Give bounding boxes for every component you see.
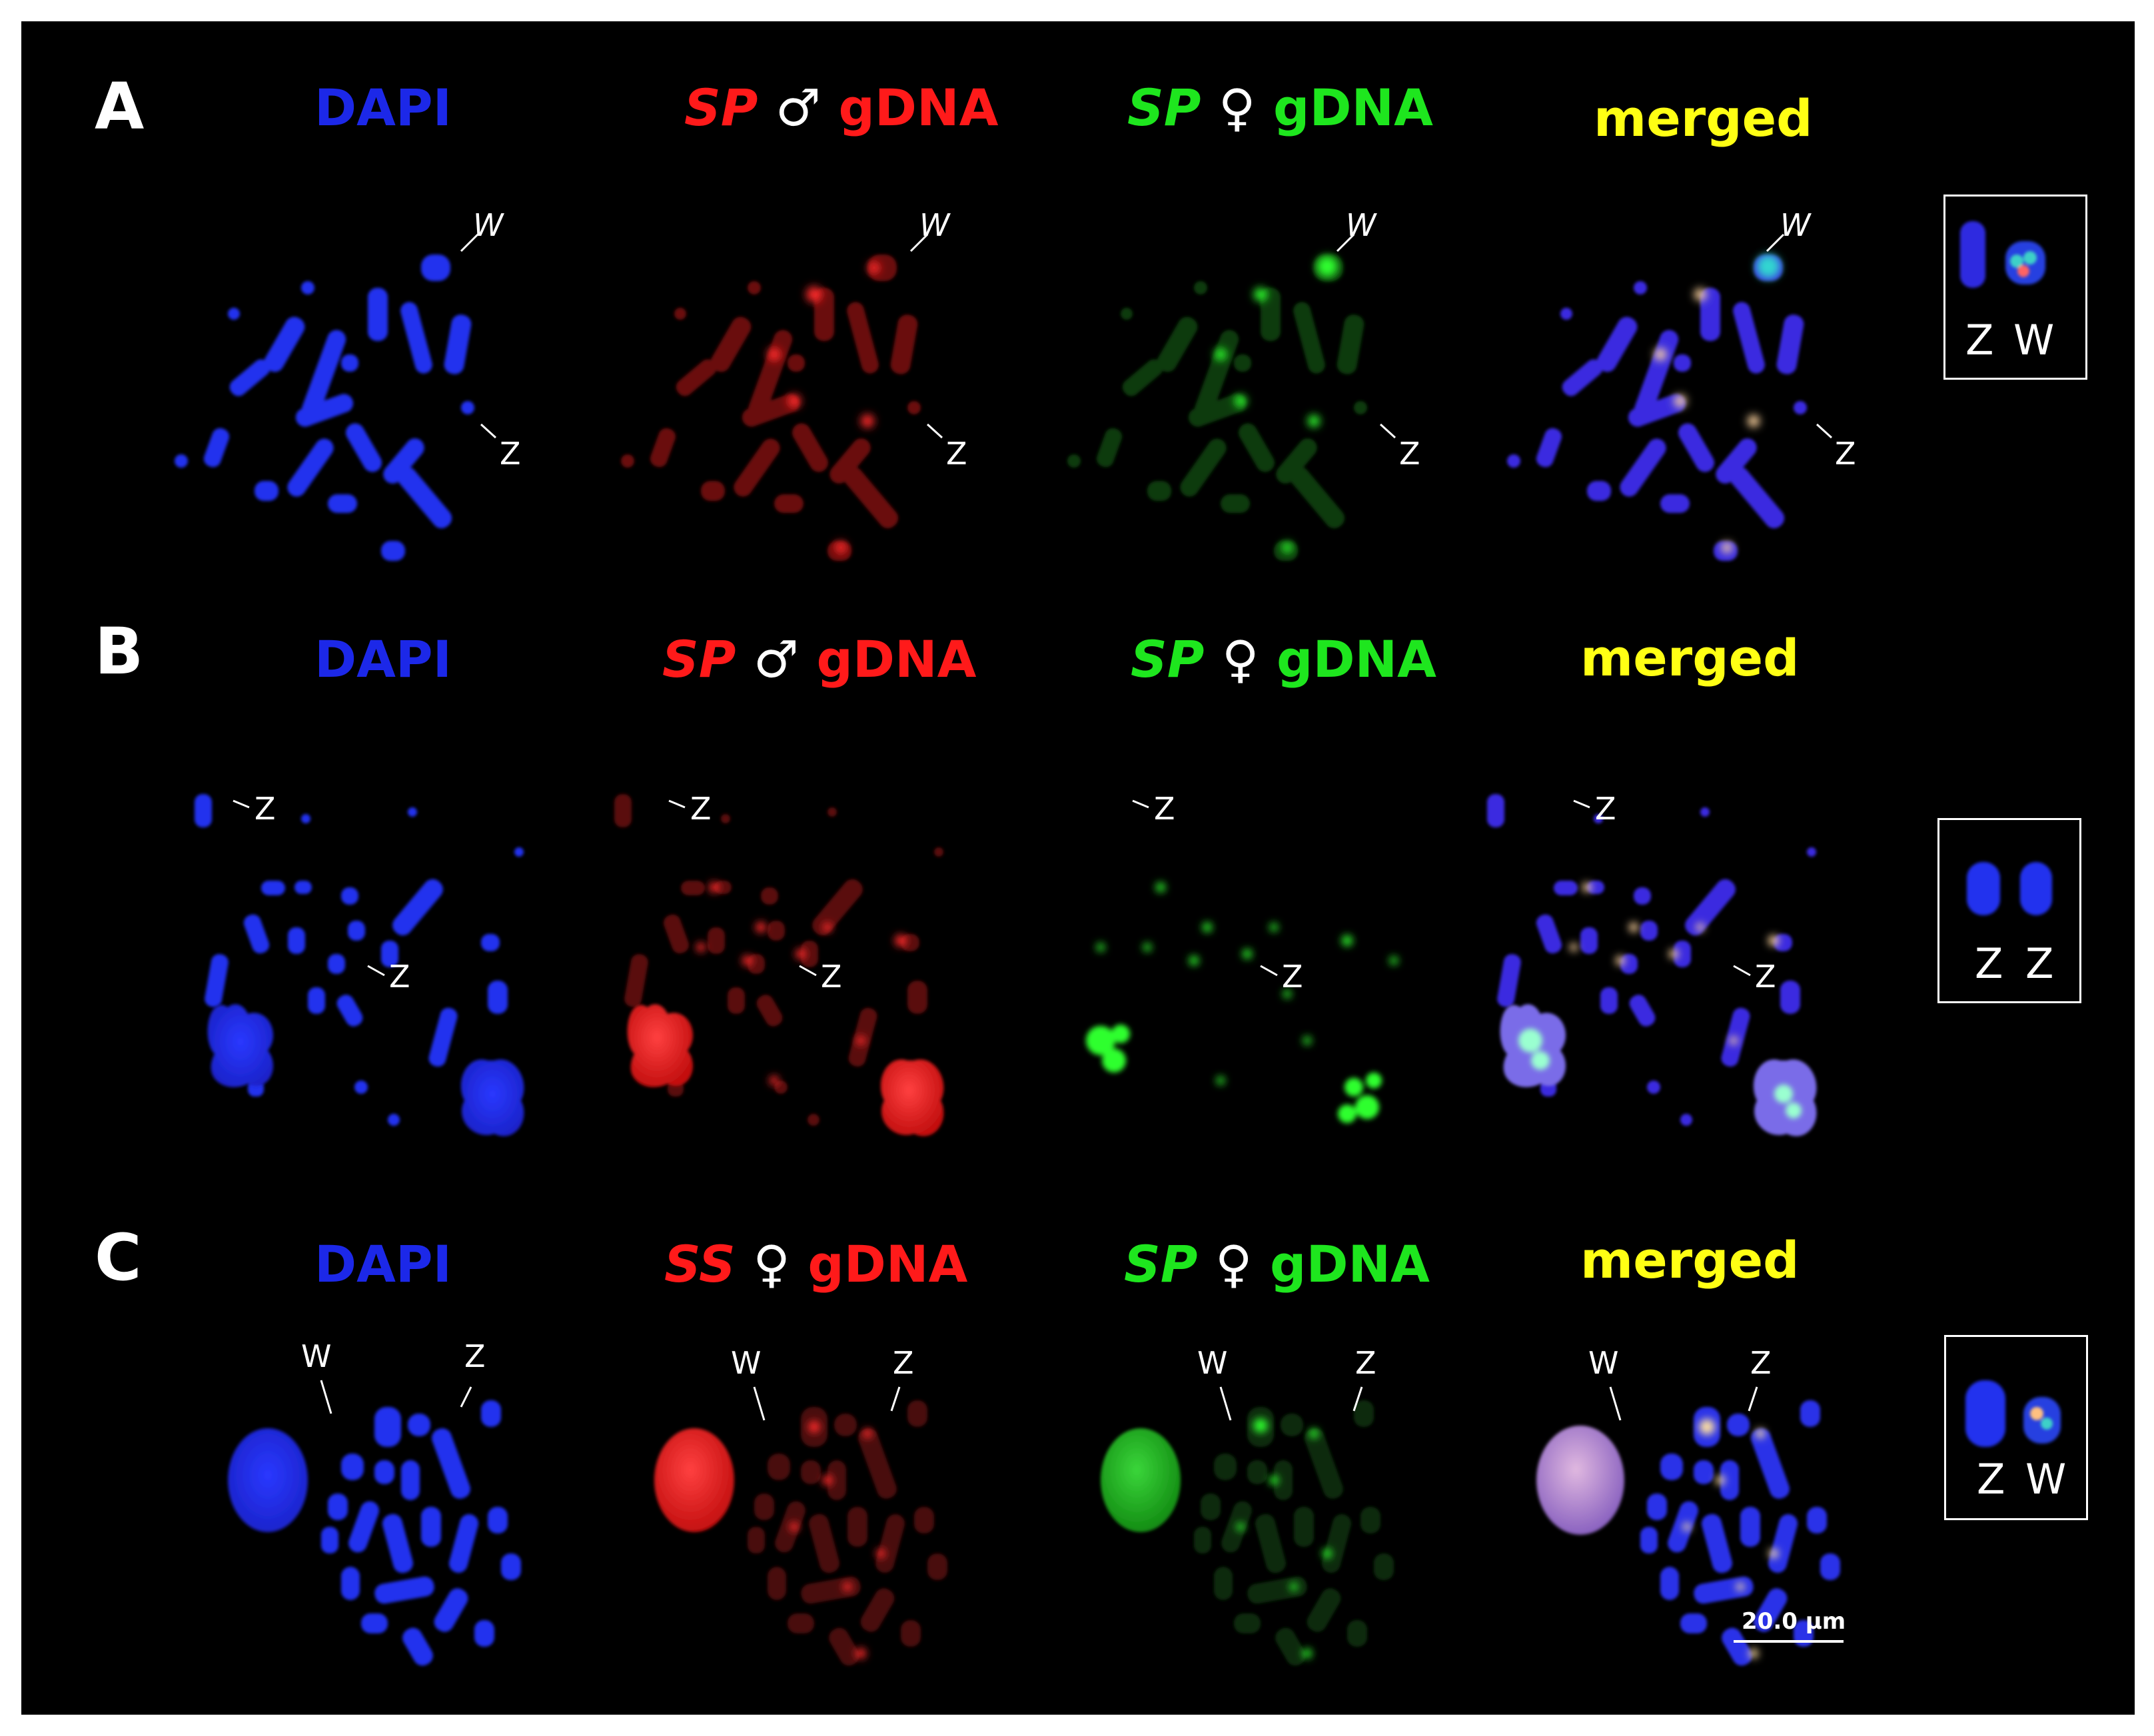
probe2-species: SP: [1127, 78, 1201, 137]
panel-b-merged-header: merged: [1580, 628, 1800, 687]
probe1-gdna: gDNA: [808, 1234, 968, 1294]
inset-c: [1944, 1335, 2088, 1520]
panel-a-dapi-header: DAPI: [314, 78, 452, 137]
svg-text:Z: Z: [1154, 791, 1175, 827]
probe2-gdna: gDNA: [1277, 630, 1436, 689]
panel-b-merged-image: [1487, 794, 1817, 1136]
panel-a-probe1-header: SP ♂ gDNA: [684, 83, 998, 133]
panel-b-green-image: [1086, 883, 1398, 1123]
svg-text:W: W: [1197, 1345, 1227, 1381]
svg-text:W: W: [473, 207, 504, 243]
probe2-species: SP: [1124, 1234, 1198, 1294]
panel-c-probe1-header: SS ♀ gDNA: [664, 1239, 967, 1290]
panel-a-chrom-letters: W Z W Z W Z W Z: [473, 207, 1856, 472]
panel-c-dapi-header: DAPI: [314, 1234, 452, 1294]
probe2-gdna: gDNA: [1270, 1234, 1430, 1294]
svg-text:W: W: [1780, 207, 1812, 243]
panel-b-labels: [233, 799, 1751, 977]
svg-text:Z: Z: [1399, 436, 1420, 472]
male-symbol: ♂: [775, 78, 821, 137]
svg-text:Z: Z: [893, 1345, 914, 1381]
panel-b-probe2-header: SP ♀ gDNA: [1131, 634, 1436, 685]
panel-a-probe2-header: SP ♀ gDNA: [1127, 83, 1433, 133]
female-symbol: ♀: [1221, 630, 1259, 689]
svg-text:Z: Z: [1355, 1345, 1376, 1381]
svg-text:Z: Z: [821, 959, 842, 995]
panel-b-letter: B: [95, 614, 144, 689]
svg-text:Z: Z: [389, 959, 410, 995]
inset-c-label-right: W: [2025, 1455, 2067, 1504]
panel-a-green-image: [1067, 254, 1367, 561]
panel-c-green-image: [1101, 1400, 1394, 1669]
panel-c-merged-header: merged: [1580, 1230, 1800, 1290]
panel-c-letter: C: [95, 1220, 142, 1295]
svg-text:Z: Z: [690, 791, 712, 827]
panel-b-dapi-image: [195, 794, 524, 1136]
panel-a-red-image: [621, 254, 921, 561]
inset-a-chromosomes: [1960, 221, 2045, 288]
inset-b: [1937, 818, 2081, 1003]
svg-text:Z: Z: [500, 436, 521, 472]
svg-text:Z: Z: [1755, 959, 1776, 995]
panel-a-labels: [460, 233, 1833, 439]
inset-a-label-left: Z: [1965, 316, 1994, 364]
panel-b-probe1-header: SP ♂ gDNA: [662, 634, 976, 685]
panel-c-merged-image: [1536, 1400, 1840, 1669]
svg-text:W: W: [731, 1345, 761, 1381]
probe2-species: SP: [1131, 630, 1205, 689]
svg-text:W: W: [301, 1338, 331, 1374]
micrograph-panels: WZ WZ WZ WZ: [175, 207, 2061, 1669]
male-symbol: ♂: [753, 630, 800, 689]
probe1-gdna: gDNA: [816, 630, 977, 689]
figure: A DAPI SP ♂ gDNA SP ♀ gDNA merged B DAPI…: [21, 21, 2135, 1715]
panel-c-probe2-header: SP ♀ gDNA: [1124, 1239, 1430, 1290]
panel-c-red-image: [654, 1400, 947, 1669]
female-symbol: ♀: [753, 1234, 790, 1294]
panel-a-letter: A: [95, 69, 145, 144]
svg-text:W: W: [1588, 1345, 1618, 1381]
inset-b-label-right: Z: [2025, 939, 2054, 988]
svg-text:Z: Z: [1835, 436, 1856, 472]
inset-b-label-left: Z: [1975, 939, 2003, 988]
probe1-species: SP: [684, 78, 758, 137]
probe1-gdna: gDNA: [838, 78, 999, 137]
scale-bar-label: 20.0 µm: [1742, 1608, 1846, 1635]
inset-a: [1943, 195, 2087, 380]
svg-text:Z: Z: [255, 791, 276, 827]
panel-c-labels: [320, 1380, 1758, 1421]
panel-c-dapi-image: [228, 1400, 521, 1669]
probe1-species: SP: [662, 630, 736, 689]
inset-a-label-right: W: [2013, 316, 2055, 364]
inset-c-chromosomes: [1965, 1380, 2061, 1447]
svg-text:Z: Z: [464, 1338, 486, 1374]
inset-c-label-left: Z: [1977, 1455, 2005, 1504]
svg-text:Z: Z: [1282, 959, 1303, 995]
panel-b-dapi-header: DAPI: [314, 630, 452, 689]
probe1-species: SS: [664, 1234, 736, 1294]
female-symbol: ♀: [1218, 78, 1256, 137]
svg-text:Z: Z: [946, 436, 967, 472]
probe2-gdna: gDNA: [1273, 78, 1433, 137]
female-symbol: ♀: [1215, 1234, 1253, 1294]
inset-b-chromosomes: [1967, 862, 2052, 915]
svg-text:W: W: [919, 207, 951, 243]
panel-b-chrom-letters: Z Z Z Z Z Z Z Z: [255, 791, 1776, 995]
panel-a-dapi-image: [175, 254, 474, 561]
svg-text:W: W: [1346, 207, 1377, 243]
panel-b-red-image: [614, 794, 944, 1136]
svg-text:Z: Z: [1750, 1345, 1772, 1381]
panel-a-merged-image: [1507, 254, 1807, 561]
panel-a-merged-header: merged: [1594, 89, 1813, 148]
svg-text:Z: Z: [1595, 791, 1616, 827]
